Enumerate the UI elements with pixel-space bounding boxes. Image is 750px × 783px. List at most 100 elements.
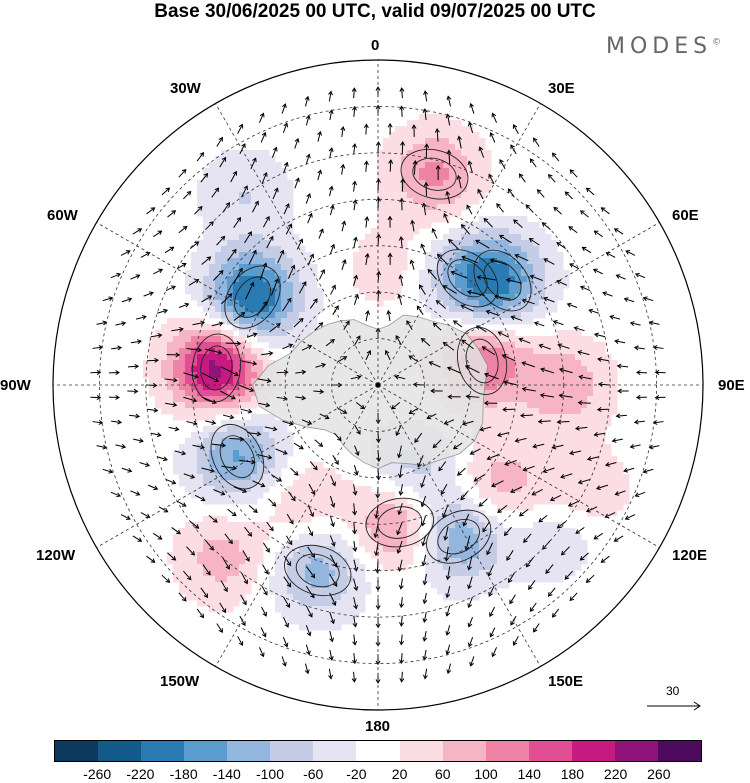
wind-vector-head xyxy=(654,395,660,400)
wind-vector-head xyxy=(567,502,573,507)
wind-vector-head xyxy=(125,250,131,255)
wind-vector-head xyxy=(267,454,273,460)
wind-vector-head xyxy=(375,568,380,574)
wind-vector xyxy=(377,142,380,153)
wind-vector xyxy=(508,188,515,198)
wind-vector xyxy=(565,191,573,200)
wind-vector xyxy=(92,421,103,424)
wind-vector xyxy=(241,185,248,198)
wind-vector xyxy=(596,484,609,490)
wind-vector xyxy=(161,187,170,196)
wind-vector-head xyxy=(502,407,507,413)
wind-vector-head xyxy=(268,351,274,356)
wind-vector-head xyxy=(285,603,290,608)
wind-vector xyxy=(305,585,315,598)
wind-vector-head xyxy=(617,388,622,394)
wind-vector xyxy=(649,321,660,325)
wind-vector-head xyxy=(464,365,470,370)
wind-vector-head xyxy=(232,170,238,176)
wind-vector-head xyxy=(485,309,491,315)
wind-vector-head xyxy=(531,491,537,496)
wind-vector xyxy=(188,279,199,286)
wind-vector-head xyxy=(595,485,601,491)
wind-vector-head xyxy=(127,467,133,473)
wind-vector xyxy=(337,356,347,363)
colorbar-cell xyxy=(184,741,228,761)
wind-vector-head xyxy=(225,202,231,207)
wind-vector xyxy=(482,346,496,356)
wind-vector xyxy=(353,106,356,117)
wind-vector-head xyxy=(171,210,177,215)
wind-vector-head xyxy=(150,207,156,212)
wind-vector-head xyxy=(422,108,428,113)
wind-vector-head xyxy=(353,470,359,476)
wind-vector-head xyxy=(512,641,518,646)
wind-vector xyxy=(233,486,247,493)
wind-vector-head xyxy=(443,420,449,425)
wind-vector xyxy=(579,376,592,380)
wind-vector xyxy=(582,247,592,254)
wind-vector-head xyxy=(633,419,639,425)
wind-vector-head xyxy=(394,374,400,380)
wind-vector-head xyxy=(165,187,171,193)
wind-vector-head xyxy=(551,152,557,158)
wind-vector-head xyxy=(450,270,456,276)
wind-vector-head xyxy=(422,599,428,605)
wind-vector xyxy=(468,617,474,627)
wind-vector-head xyxy=(613,228,619,233)
wind-vector-head xyxy=(421,541,427,547)
wind-vector-head xyxy=(108,296,114,302)
wind-vector xyxy=(406,320,413,330)
wind-vector-head xyxy=(624,515,630,520)
colorbar-cell xyxy=(270,741,314,761)
wind-vector-head xyxy=(523,538,528,544)
wind-vector xyxy=(387,310,391,322)
wind-vector xyxy=(421,495,427,507)
wind-vector xyxy=(201,372,219,382)
wind-vector-head xyxy=(342,356,348,361)
lon-label-180: 180 xyxy=(365,718,391,735)
wind-vector-head xyxy=(533,321,539,326)
wind-vector-head xyxy=(249,387,255,393)
wind-vector xyxy=(398,503,403,515)
wind-vector xyxy=(266,236,274,249)
wind-vector-head xyxy=(614,491,620,496)
contour-line xyxy=(365,497,435,548)
wind-vector xyxy=(296,238,303,250)
colorbar-tick-label: 20 xyxy=(391,766,408,782)
wind-vector xyxy=(132,535,142,542)
wind-vector xyxy=(266,521,274,531)
wind-vector-head xyxy=(150,558,156,563)
wind-vector xyxy=(488,174,495,185)
wind-vector-head xyxy=(256,431,262,437)
wind-vector-head xyxy=(238,267,243,273)
wind-vector xyxy=(533,623,540,633)
wind-vector xyxy=(587,456,599,460)
wind-vector-head xyxy=(328,90,333,96)
wind-vector xyxy=(529,158,537,168)
wind-vector xyxy=(258,113,264,123)
wind-vector xyxy=(200,173,208,183)
wind-vector-head xyxy=(634,272,640,278)
wind-vector-head xyxy=(212,518,218,523)
wind-vector-head xyxy=(203,172,209,178)
wind-vector xyxy=(275,448,288,455)
wind-vector-head xyxy=(252,360,258,366)
wind-vector-head xyxy=(397,453,402,459)
wind-vector xyxy=(329,592,336,606)
wind-vector-head xyxy=(518,337,524,343)
wind-vector xyxy=(482,521,490,532)
wind-vector-head xyxy=(514,253,520,259)
wind-vector xyxy=(281,656,286,667)
wind-vector-head xyxy=(135,274,141,279)
wind-vector-head xyxy=(363,160,369,166)
wind-vector-head xyxy=(497,331,503,336)
wind-vector-head xyxy=(269,235,274,241)
wind-vector-head xyxy=(467,565,472,571)
wind-vector xyxy=(178,592,187,602)
wind-vector xyxy=(309,298,318,309)
wind-vector-head xyxy=(305,153,311,159)
wind-vector xyxy=(208,515,218,523)
wind-vector xyxy=(543,467,555,473)
wind-vector-head xyxy=(206,256,212,261)
